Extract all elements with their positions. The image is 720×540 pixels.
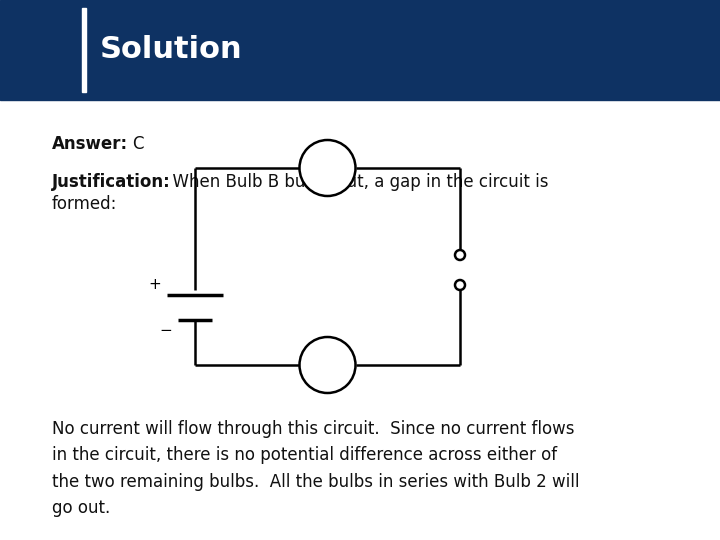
Bar (82, 8, 86, 92)
Text: Justification:: Justification: (52, 173, 171, 191)
Circle shape (455, 280, 465, 290)
Text: No current will flow through this circuit.  Since no current flows
in the circui: No current will flow through this circui… (52, 420, 580, 517)
Text: Solution: Solution (100, 36, 243, 64)
Bar (0, 0, 720, 100)
Circle shape (300, 140, 356, 196)
Text: +: + (148, 277, 161, 292)
Circle shape (455, 250, 465, 260)
Text: −: − (159, 323, 172, 338)
Text: When Bulb B burns out, a gap in the circuit is: When Bulb B burns out, a gap in the circ… (162, 173, 549, 191)
Text: C: C (132, 135, 143, 153)
Text: Answer:: Answer: (52, 135, 128, 153)
Circle shape (300, 337, 356, 393)
Text: formed:: formed: (52, 195, 117, 213)
